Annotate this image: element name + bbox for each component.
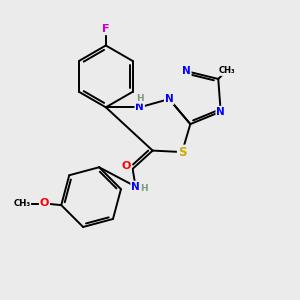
Text: N: N bbox=[182, 66, 191, 76]
Text: F: F bbox=[102, 24, 110, 34]
Text: N: N bbox=[135, 102, 144, 112]
Text: CH₃: CH₃ bbox=[13, 199, 30, 208]
Text: S: S bbox=[178, 146, 186, 159]
Text: N: N bbox=[216, 107, 225, 117]
Text: N: N bbox=[165, 94, 173, 104]
Text: H: H bbox=[136, 94, 143, 103]
Text: O: O bbox=[40, 198, 49, 208]
Text: N: N bbox=[131, 182, 140, 191]
Text: O: O bbox=[122, 161, 131, 172]
Text: H: H bbox=[141, 184, 148, 194]
Text: CH₃: CH₃ bbox=[218, 66, 235, 75]
